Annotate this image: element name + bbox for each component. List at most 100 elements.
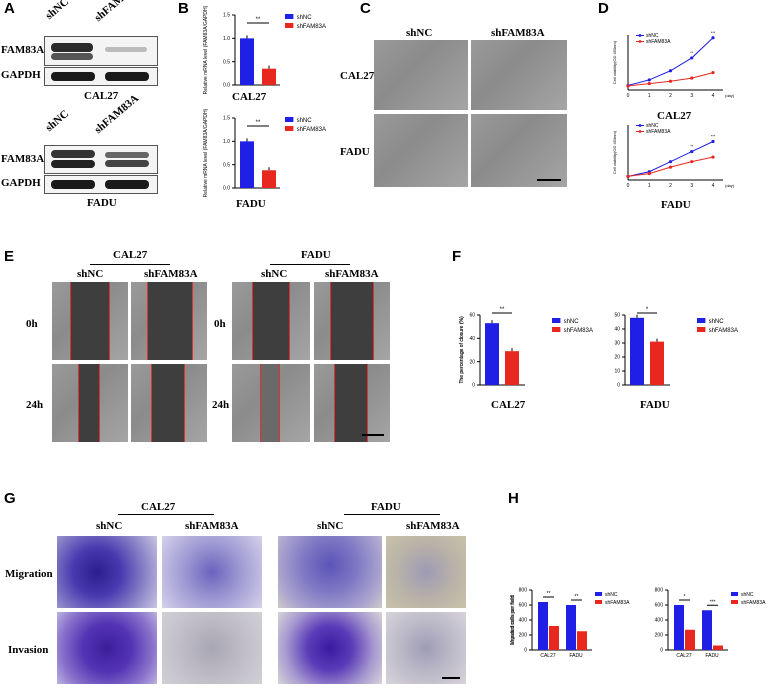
d-title-fadu: FADU (661, 199, 691, 211)
a-row-gapdh-cal27: GAPDH (1, 69, 41, 81)
d1-point-0-2 (668, 160, 673, 164)
d1-xunit: (day) (725, 183, 735, 188)
d-chart-fadu: Cell viability(OD 450nm)0 1 2 3 4 (day)*****s… (612, 123, 735, 189)
g-image-fadu-shnc-invasion (278, 612, 382, 684)
b1-legend-label-0: shNC (297, 118, 313, 124)
d1-point-1-2 (668, 165, 673, 169)
f0-legend-label-1: shFAM83A (564, 328, 593, 334)
b1-ytick-label-2: 1.0 (223, 139, 230, 145)
d1-point-0-4 (711, 139, 715, 144)
e-group-fadu: FADU (301, 249, 331, 261)
panel-label-e: E (4, 248, 15, 265)
f0-legend-label-0: shNC (564, 319, 580, 325)
h0-0-sig: ** (547, 591, 551, 597)
panel-d-charts: Cell viability(OD 450nm)0 1 2 3 4 (day)*****s… (612, 30, 735, 189)
b0-legend-label-0: shNC (297, 15, 313, 21)
h1-bar-1-0 (702, 610, 712, 650)
f0-sig: ** (500, 307, 505, 313)
b0-sig: ** (256, 17, 261, 23)
d1-point-1-0 (626, 174, 630, 178)
d0-sig-4: *** (711, 30, 716, 35)
b1-legend-swatch-0 (285, 117, 294, 122)
g-col-shfam83a-2: shFAM83A (406, 520, 460, 532)
b0-ytick-label-0: 0.0 (223, 83, 230, 89)
e-col-shfam83a-1: shFAM83A (144, 268, 198, 280)
g-col-shfam83a-1: shFAM83A (185, 520, 239, 532)
f1-ylabel: The percentage of closure (%) (459, 316, 465, 384)
e-col-shnc-1: shNC (77, 268, 104, 280)
h0-bar-0-0 (538, 602, 548, 650)
panel-label-g: G (4, 490, 16, 507)
b0-bar-0 (240, 38, 254, 85)
g-image-fadu-shfam83a-invasion (386, 612, 466, 684)
e-group-line-cal27 (90, 264, 170, 265)
d1-point-1-4 (711, 155, 715, 159)
c-image-fadu-shfam83a (471, 114, 567, 187)
f0-ytick-label-3: 60 (469, 313, 475, 319)
d0-legend-label-0: shNC (646, 33, 659, 39)
panel-label-a: A (4, 0, 15, 17)
d0-xtick-label-0: 0 (627, 93, 630, 99)
d0-xtick-label-3: 3 (690, 93, 693, 99)
d0-sig-3: ** (690, 50, 694, 55)
h1-legend-swatch-1 (731, 600, 738, 604)
h0-bar-1-0 (566, 605, 576, 650)
h1-ylabel: Invaded cells per field (510, 596, 516, 645)
e-image-cal27-shnc-24h (52, 364, 128, 442)
d0-point-1-1 (647, 81, 651, 86)
e-image-fadu-shfam83a-0h (314, 282, 390, 360)
b0-ylabel: Relative mRNA level (FAM83A/GAPDH) (203, 5, 209, 94)
blot-cal27-gapdh (44, 67, 158, 86)
d1-xtick-label-4: 4 (712, 183, 715, 189)
f0-bar-1 (505, 351, 519, 385)
g-image-cal27-shnc-invasion (57, 612, 157, 684)
g-image-cal27-shfam83a-invasion (162, 612, 262, 684)
c-col-shnc: shNC (406, 27, 433, 39)
h0-ytick-label-1: 200 (519, 633, 528, 639)
a-title-cal27: CAL27 (84, 90, 119, 102)
h0-legend-label-0: shNC (605, 592, 618, 598)
b-chart-cal27: 0.0 0.5 1.0 1.5 Relative mRNA level (FAM83A/… (203, 5, 326, 94)
e-row-0h-1: 0h (26, 318, 38, 330)
d-chart-cal27: Cell viability(OD 450nm)0 1 2 3 4 (day)*****s… (612, 30, 735, 99)
h0-xtick-label-1: FADU (569, 653, 583, 659)
c-col-shfam83a: shFAM83A (491, 27, 545, 39)
f0-legend-swatch-1 (552, 327, 561, 332)
e-row-24h-1: 24h (26, 399, 44, 411)
d1-legend-label-0: shNC (646, 123, 659, 129)
b0-legend-label-1: shFAM83A (297, 24, 326, 30)
e-row-0h-2: 0h (214, 318, 226, 330)
g-group-fadu: FADU (371, 501, 401, 513)
e-col-shfam83a-2: shFAM83A (325, 268, 379, 280)
h1-0-sig: * (684, 594, 686, 600)
g-image-cal27-shnc-migration (57, 536, 157, 608)
b-title-cal27: CAL27 (232, 91, 267, 103)
b0-ytick-label-3: 1.5 (223, 13, 230, 19)
f1-legend-label-1: shFAM83A (709, 328, 738, 334)
e-image-fadu-shfam83a-24h (314, 364, 390, 442)
h0-xtick-label-0: CAL27 (540, 653, 556, 659)
d0-point-0-4 (711, 36, 715, 40)
f1-ytick-label-5: 50 (614, 313, 620, 319)
e-group-cal27: CAL27 (113, 249, 148, 261)
panel-label-d: D (598, 0, 609, 17)
h1-legend-label-0: shNC (741, 592, 754, 598)
g-group-cal27: CAL27 (141, 501, 176, 513)
h1-bar-1-1 (713, 645, 723, 650)
d0-point-0-1 (647, 78, 651, 82)
h0-ytick-label-4: 800 (519, 588, 528, 594)
blot-fadu-fam83a (44, 145, 158, 174)
b-chart-fadu: 0.0 0.5 1.0 1.5 Relative mRNA level (FAM83A/… (203, 108, 326, 197)
g-image-cal27-shfam83a-migration (162, 536, 262, 608)
d0-xunit: (day) (725, 93, 735, 98)
h0-legend-swatch-0 (595, 592, 602, 596)
f1-ytick-label-4: 40 (614, 327, 620, 333)
h0-bar-0-1 (549, 626, 559, 650)
d1-legend-dot-0 (638, 124, 642, 127)
h1-bar-0-1 (685, 629, 695, 650)
b1-ytick-label-3: 1.5 (223, 116, 230, 122)
b1-ytick-label-0: 0.0 (223, 186, 230, 192)
